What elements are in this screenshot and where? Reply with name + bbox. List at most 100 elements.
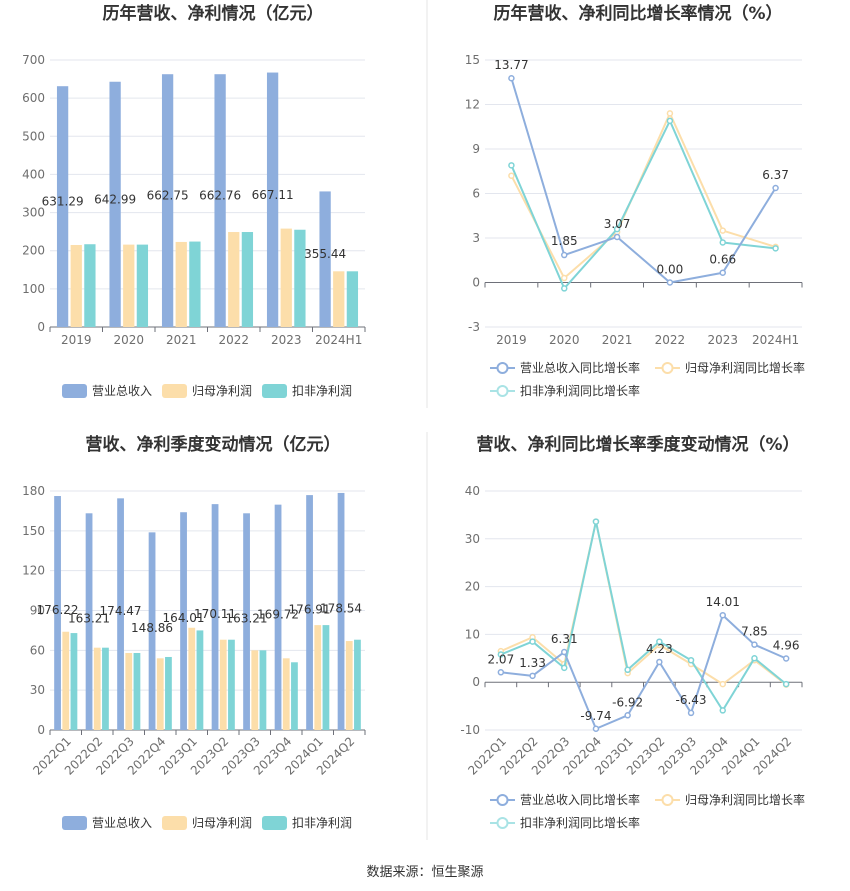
- series-line-parent-profit-growth: [500, 520, 787, 686]
- data-point: [561, 251, 568, 259]
- bar-parent-profit: [345, 641, 353, 730]
- series-line-nonrecurring-profit-growth: [500, 520, 787, 712]
- bar-nonrecurring-profit: [354, 639, 361, 730]
- bar-parent-profit: [156, 658, 164, 730]
- bar-nonrecurring-profit: [291, 662, 298, 730]
- bar-parent-profit: [188, 627, 196, 730]
- x-tick-label: 2024H1: [752, 333, 799, 347]
- bar-parent-profit: [70, 244, 82, 327]
- chart-title: 营收、净利季度变动情况（亿元）: [86, 434, 341, 455]
- bar-parent-profit: [282, 658, 290, 730]
- data-label-revenue-growth: 13.77: [494, 58, 528, 72]
- quarterly-revenue-profit-bar-chart: 营收、净利季度变动情况（亿元）03060901201501802022Q1202…: [22, 434, 366, 830]
- series-line-revenue-growth: [510, 77, 777, 284]
- bar-parent-profit: [123, 244, 135, 327]
- data-label-revenue: 667.11: [252, 188, 294, 202]
- data-label-revenue-growth: 0.00: [657, 263, 684, 277]
- data-label-revenue-growth: 4.96: [773, 638, 800, 652]
- bar-revenue: [319, 191, 331, 327]
- data-point: [561, 285, 568, 292]
- bar-parent-profit: [175, 241, 187, 327]
- y-tick-label: -3: [468, 320, 480, 334]
- data-label-revenue: 163.21: [226, 612, 268, 626]
- data-label-revenue-growth: 7.85: [741, 625, 768, 639]
- legend-label: 扣非净利润同比增长率: [520, 815, 640, 830]
- y-tick-label: 0: [472, 276, 480, 290]
- bar-revenue: [54, 496, 61, 730]
- data-point: [719, 269, 726, 276]
- legend-marker: [496, 794, 509, 806]
- data-point: [613, 225, 621, 233]
- y-tick-label: 12: [465, 98, 480, 112]
- legend-label: 扣非净利润: [292, 384, 352, 398]
- data-label-revenue: 178.54: [320, 601, 362, 615]
- data-label-revenue: 174.47: [100, 604, 142, 618]
- data-label-revenue: 662.76: [199, 189, 241, 203]
- data-point: [508, 162, 515, 169]
- x-tick-label: 2019: [61, 333, 92, 347]
- bar-parent-profit: [314, 625, 322, 730]
- legend-label: 营业总收入: [92, 816, 152, 830]
- data-point: [624, 666, 631, 674]
- data-label-revenue-growth: 4.23: [646, 642, 673, 656]
- series-line-revenue-growth: [500, 614, 787, 730]
- y-tick-label: 700: [22, 53, 45, 67]
- series-line-nonrecurring-profit-growth: [510, 119, 776, 290]
- data-label-revenue: 355.44: [304, 247, 346, 261]
- x-tick-label: 2022: [655, 333, 686, 347]
- data-label-revenue-growth: -6.92: [612, 695, 643, 709]
- y-tick-label: 15: [465, 53, 480, 67]
- bar-parent-profit: [219, 639, 227, 730]
- data-label-revenue-growth: 1.85: [551, 234, 578, 248]
- bar-parent-profit: [280, 228, 292, 327]
- data-point: [529, 672, 536, 680]
- legend-label: 扣非净利润同比增长率: [520, 383, 640, 398]
- data-point: [687, 709, 695, 717]
- data-point: [751, 655, 758, 662]
- data-point: [719, 707, 726, 714]
- y-tick-label: 400: [22, 167, 45, 181]
- bar-revenue: [56, 86, 69, 328]
- y-tick-label: 200: [22, 244, 45, 258]
- data-point: [592, 518, 600, 525]
- data-label-revenue-growth: 6.37: [762, 168, 789, 182]
- bar-revenue: [274, 504, 282, 730]
- data-point: [719, 227, 726, 234]
- y-tick-label: 10: [465, 627, 480, 641]
- bar-parent-profit: [228, 232, 240, 327]
- data-point: [508, 172, 515, 179]
- data-label-revenue: 631.29: [42, 195, 84, 209]
- y-tick-label: 30: [465, 532, 480, 546]
- y-tick-label: 60: [30, 643, 45, 657]
- y-tick-label: -10: [460, 723, 480, 737]
- data-label-revenue: 176.91: [289, 603, 331, 617]
- quarterly-growth-rate-line-chart: 营收、净利同比增长率季度变动情况（%）-100102030402022Q1202…: [460, 434, 805, 830]
- data-label-revenue: 642.99: [94, 192, 136, 206]
- y-tick-label: 600: [22, 91, 45, 105]
- legend-swatch: [62, 384, 87, 398]
- bar-revenue: [211, 504, 219, 730]
- annual-growth-rate-line-chart: 历年营收、净利同比增长率情况（%） -3 0 3 6 9 12 15 2019 2020 2021 2…: [465, 3, 805, 398]
- y-tick-label: 20: [465, 580, 480, 594]
- data-point: [751, 641, 758, 648]
- data-point: [687, 656, 695, 664]
- y-tick-label: 30: [30, 683, 45, 697]
- legend-label: 营业总收入同比增长率: [520, 360, 640, 375]
- data-point: [772, 245, 779, 252]
- bar-revenue: [148, 532, 156, 730]
- data-point: [666, 279, 674, 286]
- y-tick-label: 40: [465, 484, 480, 498]
- chart-title: 历年营收、净利情况（亿元）: [103, 3, 324, 24]
- bar-nonrecurring-profit: [322, 625, 330, 730]
- data-label-revenue-growth: 0.66: [709, 253, 736, 267]
- legend-marker: [661, 794, 674, 806]
- data-point: [613, 233, 621, 241]
- data-label-revenue: 170.11: [194, 607, 236, 621]
- data-point: [497, 669, 505, 676]
- x-tick-label: 2020: [113, 333, 144, 347]
- bar-revenue: [109, 81, 121, 327]
- data-label-revenue-growth: -6.43: [676, 693, 707, 707]
- data-label-revenue-growth: 1.33: [519, 656, 546, 670]
- bar-revenue: [180, 512, 187, 730]
- data-label-revenue: 163.21: [68, 612, 110, 626]
